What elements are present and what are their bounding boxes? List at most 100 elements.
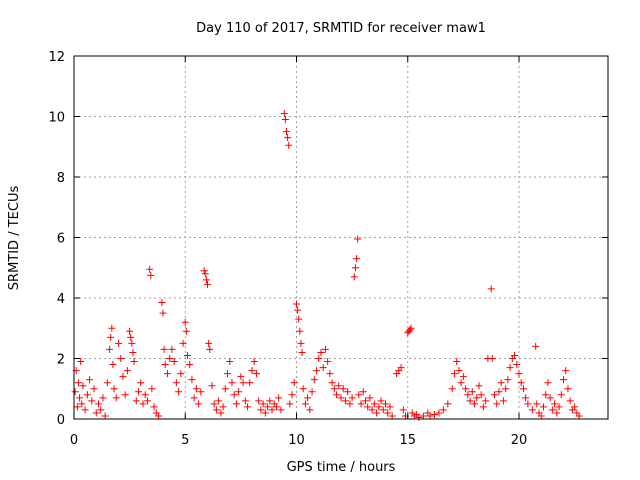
data-point [407, 324, 415, 332]
data-point [379, 406, 387, 414]
data-point [466, 397, 474, 405]
data-point [264, 403, 272, 411]
data-point [129, 348, 137, 356]
data-point [206, 345, 214, 353]
data-point [288, 391, 296, 399]
data-point [544, 379, 552, 387]
data-point [459, 373, 467, 381]
data-point [130, 358, 138, 366]
data-point [200, 267, 208, 275]
data-point [464, 391, 472, 399]
data-point [197, 388, 205, 396]
data-point [170, 358, 178, 366]
data-point [317, 348, 325, 356]
axis-ticks: 0 2 4 6 8 10 12 0 5 10 15 20 [48, 50, 608, 448]
data-point [377, 397, 385, 405]
data-point [208, 382, 216, 390]
data-point [281, 116, 289, 124]
data-point [517, 379, 525, 387]
data-point [155, 412, 163, 420]
data-point [77, 358, 85, 366]
data-point [76, 394, 84, 402]
data-point [321, 345, 329, 353]
data-point [324, 358, 332, 366]
data-point [230, 391, 238, 399]
data-point [388, 412, 396, 420]
data-point [110, 385, 118, 393]
data-point [261, 409, 269, 417]
data-point [479, 403, 487, 411]
data-point [306, 406, 314, 414]
data-point [159, 309, 167, 317]
data-points [71, 109, 583, 421]
data-point [228, 379, 236, 387]
data-point [239, 379, 247, 387]
data-point [74, 379, 82, 387]
data-point [528, 406, 536, 414]
data-point [495, 388, 503, 396]
data-point [166, 355, 174, 362]
data-point [335, 382, 343, 390]
data-point [282, 128, 290, 136]
data-point [346, 400, 354, 408]
data-point [177, 370, 185, 378]
data-point [351, 264, 359, 272]
data-point [280, 109, 288, 117]
data-point [132, 397, 140, 405]
data-point [415, 413, 423, 421]
data-point [183, 351, 191, 359]
data-point [462, 385, 470, 393]
x-tick-label: 10 [288, 433, 305, 448]
data-point [397, 364, 405, 372]
data-point [112, 394, 120, 402]
x-tick-label: 20 [511, 433, 528, 448]
data-point [515, 370, 523, 378]
data-point [179, 339, 187, 347]
data-point [468, 388, 476, 396]
data-point [368, 406, 376, 414]
data-point [364, 403, 372, 411]
data-point [232, 400, 240, 408]
data-point [430, 410, 438, 418]
data-point [83, 391, 91, 399]
data-point [181, 318, 189, 326]
data-point [135, 388, 143, 396]
data-point [168, 345, 176, 353]
data-point [375, 403, 383, 411]
data-point [277, 406, 285, 414]
data-point [453, 358, 461, 366]
data-point [370, 400, 378, 408]
data-point [290, 379, 298, 387]
data-point [491, 391, 499, 399]
data-point [350, 273, 358, 281]
data-point [533, 400, 541, 408]
data-point [182, 327, 190, 335]
y-tick-label: 10 [48, 111, 65, 126]
data-point [285, 141, 293, 149]
data-point [90, 385, 98, 393]
data-point [296, 327, 304, 335]
data-point [341, 397, 349, 405]
data-point [250, 358, 258, 366]
data-point [310, 376, 318, 384]
data-point [148, 385, 156, 393]
data-point [97, 406, 105, 414]
data-point [221, 385, 229, 393]
data-point [382, 400, 389, 408]
data-point [359, 388, 367, 396]
data-point [298, 348, 306, 356]
data-point [86, 376, 94, 384]
data-point [513, 361, 521, 369]
data-point [246, 379, 254, 387]
data-point [141, 391, 149, 399]
data-point [226, 358, 234, 366]
data-point [344, 388, 352, 396]
data-point [522, 394, 530, 402]
data-point [192, 385, 200, 393]
data-point [308, 388, 316, 396]
data-point [339, 385, 347, 393]
data-point [333, 391, 341, 399]
y-axis-label: SRMTID / TECUs [7, 186, 22, 291]
data-point [257, 406, 265, 414]
data-point [299, 385, 307, 393]
